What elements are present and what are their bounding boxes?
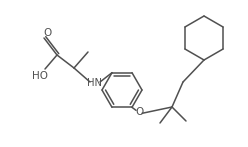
Text: O: O <box>44 28 52 38</box>
Text: HN: HN <box>88 78 102 88</box>
Text: HO: HO <box>32 71 48 81</box>
Text: O: O <box>135 107 143 117</box>
